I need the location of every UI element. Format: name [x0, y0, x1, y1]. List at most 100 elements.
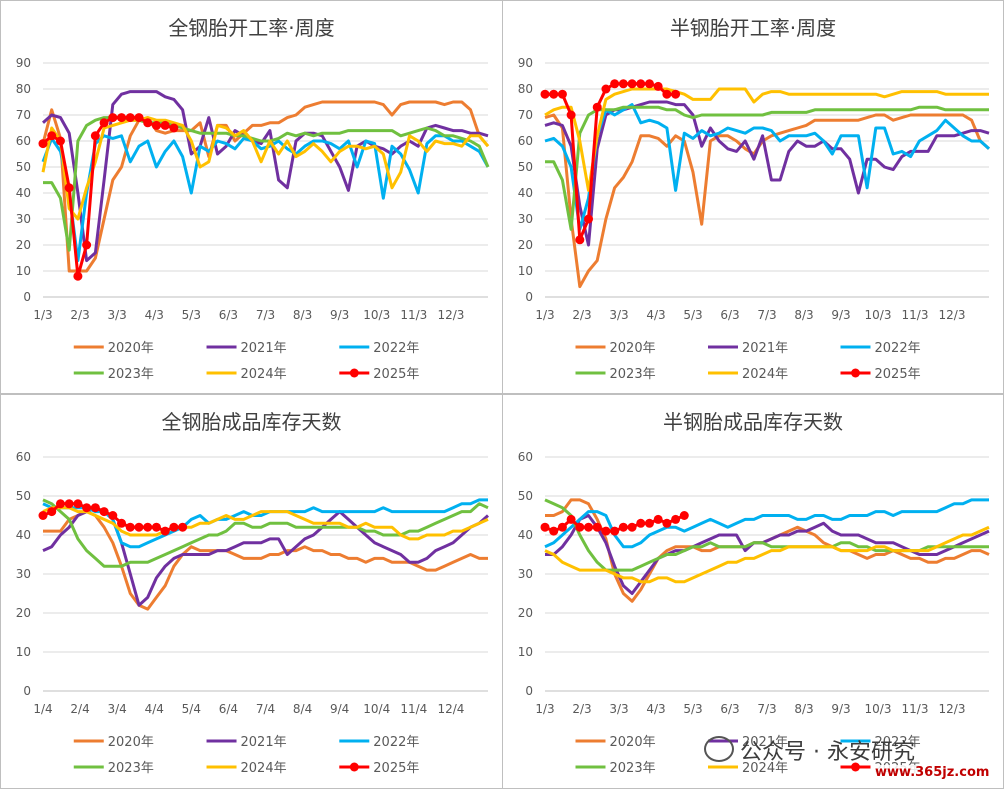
- data-point: [601, 526, 611, 536]
- legend-label: 2020年: [108, 735, 154, 750]
- series-line-2020年: [544, 113, 991, 289]
- data-point: [627, 79, 637, 89]
- series-line-2021年: [41, 90, 489, 263]
- chart-title: 全钢胎开工率·周度: [168, 16, 334, 40]
- series-line-2024年: [544, 87, 989, 192]
- x-tick-label: 8/3: [794, 702, 813, 716]
- x-tick-label: 11/4: [400, 702, 427, 716]
- y-tick-label: 0: [525, 684, 533, 698]
- x-tick-label: 7/3: [757, 308, 776, 322]
- x-tick-label: 4/3: [646, 702, 665, 716]
- series-line-2022年: [41, 134, 490, 263]
- x-tick-label: 9/3: [330, 308, 349, 322]
- y-tick-label: 50: [518, 489, 533, 503]
- data-point: [143, 522, 153, 532]
- legend-marker: [349, 762, 359, 772]
- y-tick-label: 30: [518, 212, 533, 226]
- y-tick-label: 20: [518, 238, 533, 252]
- data-point: [644, 79, 654, 89]
- data-point: [108, 511, 118, 520]
- data-point: [575, 235, 585, 245]
- legend-label: 2023年: [108, 761, 154, 776]
- y-tick-label: 50: [16, 489, 31, 503]
- legend-label: 2022年: [875, 341, 921, 356]
- legend-label: 2020年: [610, 341, 656, 356]
- y-tick-label: 20: [16, 238, 31, 252]
- x-tick-label: 6/3: [720, 308, 739, 322]
- series-line-2022年: [42, 498, 488, 549]
- data-point: [178, 522, 188, 532]
- chart-panel-3: 全钢胎成品库存天数 0 10 20 30 40 50 60 1/4 2/4 3/4 4/4 5/4 6/4…: [0, 394, 503, 789]
- data-point: [662, 89, 672, 99]
- data-point: [610, 79, 620, 89]
- x-tick-label: 9/3: [831, 702, 850, 716]
- data-point: [549, 89, 559, 99]
- data-point: [55, 136, 65, 146]
- y-tick-label: 20: [518, 606, 533, 620]
- series-line-2022年: [544, 103, 991, 231]
- data-point: [160, 120, 170, 130]
- y-tick-label: 60: [16, 134, 31, 148]
- data-point: [671, 514, 681, 524]
- data-point: [90, 131, 100, 141]
- data-point: [540, 89, 550, 99]
- watermark-url: www.365jz.com: [872, 765, 993, 780]
- x-tick-label: 11/3: [902, 308, 929, 322]
- chart-title: 半钢胎开工率·周度: [670, 16, 836, 40]
- y-tick-label: 90: [16, 56, 31, 70]
- chart-svg-4: 半钢胎成品库存天数 0 10 20 30 40 50 60 1/3 2/3 3/3 4/3 5/3 6/3…: [518, 410, 990, 776]
- data-point: [644, 518, 654, 528]
- x-tick-label: 5/3: [683, 308, 702, 322]
- y-tick-label: 40: [518, 186, 533, 200]
- data-point: [73, 499, 83, 509]
- series-line-2022年: [544, 498, 989, 549]
- chart-title: 全钢胎成品库存天数: [162, 410, 342, 434]
- data-point: [38, 511, 48, 520]
- data-point: [169, 522, 179, 532]
- x-tick-label: 2/4: [70, 702, 89, 716]
- data-point: [160, 526, 170, 536]
- legend-label: 2022年: [373, 341, 419, 356]
- data-point: [557, 89, 567, 99]
- x-tick-label: 5/4: [182, 702, 201, 716]
- x-tick-label: 6/3: [720, 702, 739, 716]
- y-tick-label: 50: [518, 160, 533, 174]
- data-point: [117, 113, 127, 123]
- x-tick-label: 2/3: [572, 702, 591, 716]
- legend-label: 2021年: [742, 341, 788, 356]
- x-tick-label: 4/3: [145, 308, 164, 322]
- legend-label: 2021年: [241, 341, 287, 356]
- y-tick-label: 30: [518, 567, 533, 581]
- legend-label: 2021年: [241, 735, 287, 750]
- data-point: [82, 503, 92, 513]
- x-tick-label: 9/4: [330, 702, 349, 716]
- data-point: [64, 499, 74, 509]
- y-tick-label: 30: [16, 567, 31, 581]
- data-point: [592, 522, 602, 532]
- data-point: [618, 79, 628, 89]
- legend-label: 2024年: [241, 367, 287, 382]
- data-point: [662, 518, 672, 528]
- x-tick-label: 1/3: [535, 308, 554, 322]
- data-point: [679, 511, 689, 520]
- data-point: [566, 110, 576, 120]
- y-tick-label: 80: [16, 82, 31, 96]
- series-line-2024年: [544, 525, 990, 584]
- legend-marker: [851, 368, 860, 378]
- chart-panel-4: 半钢胎成品库存天数 0 10 20 30 40 50 60 1/3 2/3 3/3 4/3 5/3 6/3…: [502, 394, 1004, 789]
- y-tick-label: 40: [16, 528, 31, 542]
- y-tick-label: 30: [16, 212, 31, 226]
- legend-label: 2024年: [241, 761, 287, 776]
- x-tick-label: 5/3: [182, 308, 201, 322]
- x-tick-label: 6/3: [219, 308, 238, 322]
- x-tick-label: 12/3: [939, 308, 966, 322]
- legend-label: 2025年: [373, 761, 419, 776]
- x-tick-label: 3/4: [108, 702, 127, 716]
- x-tick-label: 11/3: [902, 702, 929, 716]
- x-tick-label: 1/3: [535, 702, 554, 716]
- series-line-2024年: [41, 116, 490, 221]
- x-tick-label: 6/4: [219, 702, 238, 716]
- watermark-text: 公众号 · 永安研究: [740, 740, 915, 765]
- data-point: [99, 118, 109, 128]
- data-point: [117, 518, 127, 528]
